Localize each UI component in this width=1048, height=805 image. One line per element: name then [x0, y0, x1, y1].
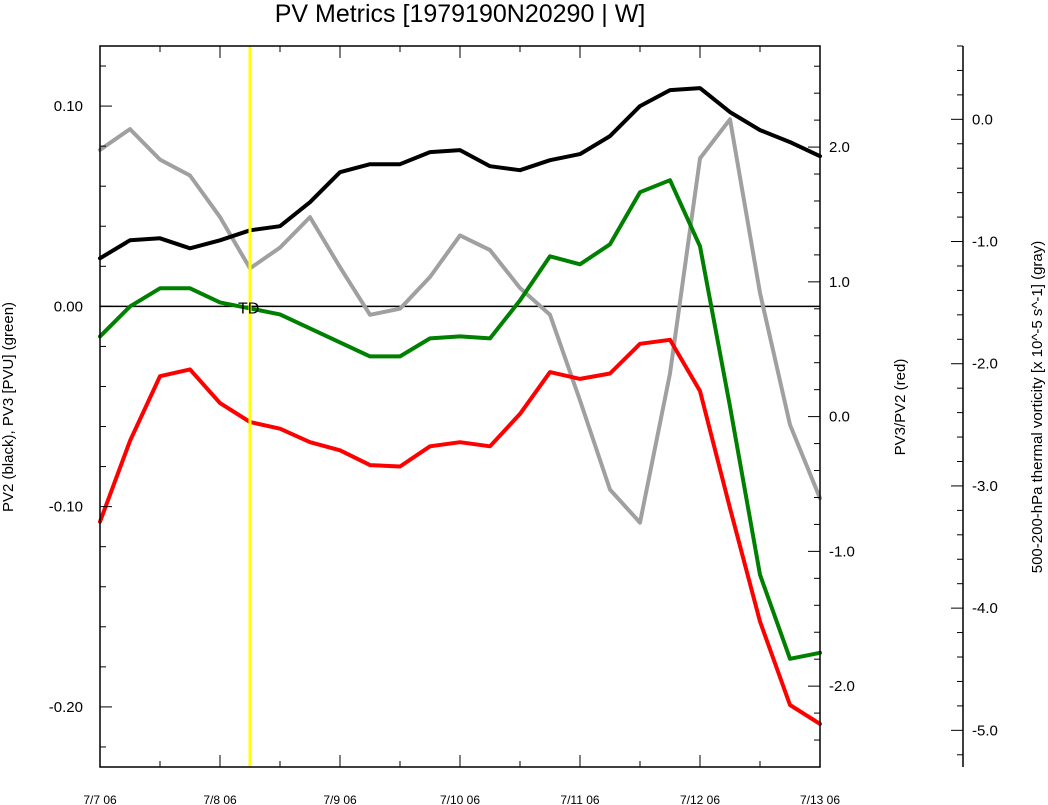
- x-tick-label: 7/10 06: [440, 793, 480, 805]
- left-axis-label: PV2 (black), PV3 [PVU] (green): [0, 302, 17, 512]
- right-axis-label: PV3/PV2 (red): [892, 359, 909, 456]
- td-marker-label: TD: [238, 300, 259, 317]
- plot-frame: [99, 45, 821, 768]
- left-axis-tick-label: -0.20: [49, 699, 83, 716]
- outer-axis-label: 500-200-hPa thermal vorticity [x 10^-5 s…: [1029, 241, 1046, 574]
- series-line-outer-0: [98, 117, 822, 525]
- x-tick-label: 7/11 06: [560, 793, 599, 805]
- x-tick-label: 7/13 06: [800, 793, 840, 805]
- right-axis-tick-label: 0.0: [829, 409, 850, 426]
- right-axis-tick-label: 1.0: [829, 274, 850, 291]
- series-line-left-1: [98, 86, 822, 261]
- outer-axis-tick-label: -5.0: [972, 722, 998, 739]
- left-axis-tick-label: 0.10: [54, 98, 83, 115]
- chart-title: PV Metrics [1979190N20290 | W]: [275, 0, 646, 28]
- outer-axis-tick-label: -4.0: [972, 600, 998, 617]
- x-tick-label: 7/8 06: [203, 793, 237, 805]
- right-axis-tick-label: 2.0: [829, 139, 850, 156]
- outer-axis-tick-label: 0.0: [972, 111, 993, 128]
- series-layer: [98, 86, 822, 726]
- series-line-left-2: [98, 178, 822, 661]
- marker-layer: TD: [238, 46, 259, 767]
- axes-layer: 7/7 06 7/8 06 7/9 06 7/10 06 7/11 06 7/12 06 7…: [49, 45, 998, 805]
- outer-axis-tick-label: -3.0: [972, 478, 998, 495]
- left-axis-tick-label: -0.10: [49, 499, 83, 516]
- series-line-right-3: [98, 337, 822, 726]
- x-tick-label: 7/7 06: [83, 793, 117, 805]
- left-axis-tick-label: 0.00: [54, 298, 83, 315]
- x-tick-label: 7/12 06: [680, 793, 720, 805]
- outer-axis-tick-label: -2.0: [972, 356, 998, 373]
- x-tick-label: 7/9 06: [323, 793, 357, 805]
- outer-axis-tick-label: -1.0: [972, 234, 998, 251]
- right-axis-tick-label: -2.0: [829, 678, 855, 695]
- right-axis-tick-label: -1.0: [829, 543, 855, 560]
